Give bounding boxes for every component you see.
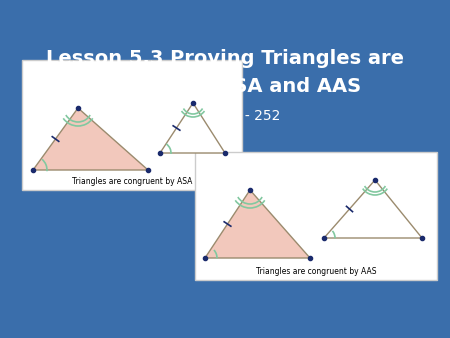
Text: Triangles are congruent by AAS: Triangles are congruent by AAS [256,267,376,276]
Bar [22,60,242,190]
Polygon shape [205,190,310,258]
Text: Congruent: ASA and AAS: Congruent: ASA and AAS [89,76,361,96]
Text: Lesson 5.3 Proving Triangles are: Lesson 5.3 Proving Triangles are [46,48,404,68]
Text: Triangles are congruent by ASA: Triangles are congruent by ASA [72,177,192,187]
Polygon shape [324,180,422,238]
Text: Pages 250 - 252: Pages 250 - 252 [169,109,281,123]
Bar [195,152,437,280]
Polygon shape [160,103,225,153]
Polygon shape [33,108,148,170]
